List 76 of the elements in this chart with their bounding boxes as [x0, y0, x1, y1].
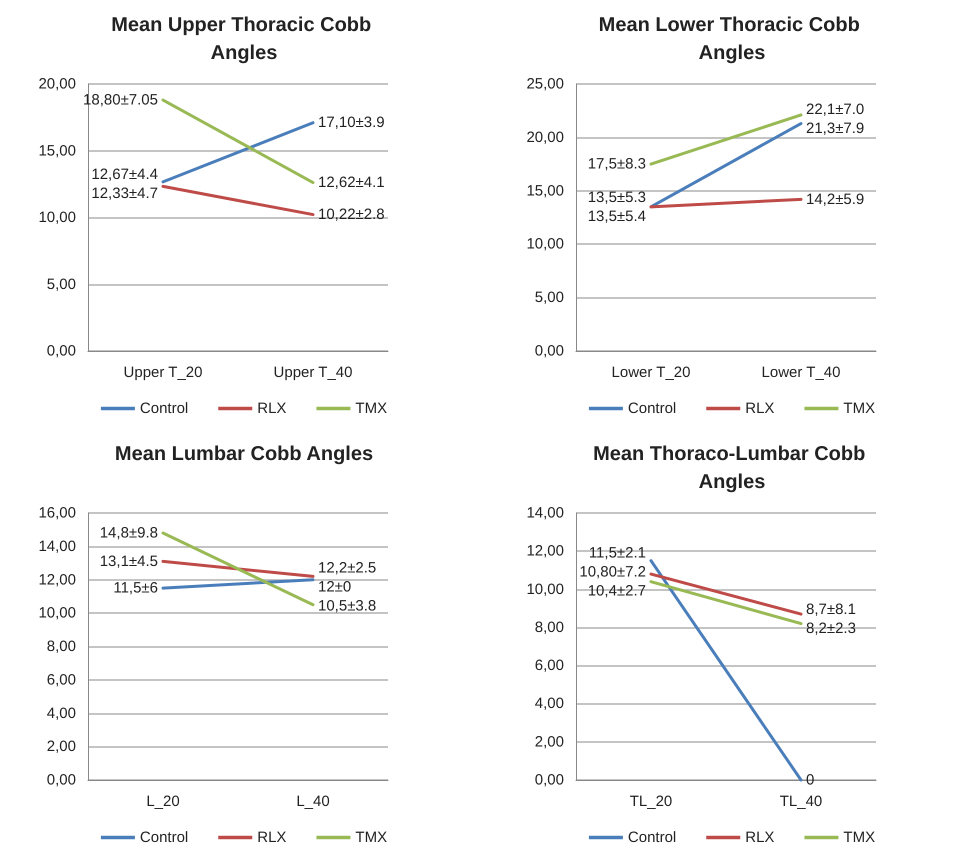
- x-tick-label: Upper T_20: [124, 364, 202, 381]
- x-tick-label: TL_20: [630, 793, 672, 810]
- chart-title: Mean Lumbar Cobb Angles: [114, 443, 374, 465]
- x-tick-label: Upper T_40: [274, 364, 352, 381]
- y-tick-label: 15,00: [38, 142, 76, 160]
- data-label: 12,62±4.1: [318, 174, 385, 192]
- data-label: 12±0: [318, 578, 352, 596]
- legend-label: TMX: [355, 829, 388, 846]
- x-tick-label: Lower T_40: [762, 364, 840, 381]
- x-tick-label: TL_40: [780, 793, 822, 810]
- chart-title: Mean Thoraco-Lumbar Cobb Angles: [593, 443, 871, 493]
- legend-label: TMX: [355, 400, 388, 417]
- data-label: 11,5±2.1: [588, 544, 646, 562]
- x-tick-label: Lower T_20: [612, 364, 690, 381]
- data-label: 22,1±7.0: [806, 101, 864, 118]
- y-tick-label: 20,00: [526, 128, 564, 146]
- x-tick-label: L_40: [296, 793, 330, 810]
- y-tick-label: 10,00: [526, 236, 564, 253]
- legend-label: Control: [628, 829, 676, 846]
- y-tick-label: 12,00: [526, 542, 564, 560]
- y-tick-label: 2,00: [534, 733, 564, 750]
- y-tick-label: 20,00: [38, 76, 76, 92]
- y-tick-label: 14,00: [38, 538, 76, 555]
- data-label: 14,8±9.8: [100, 524, 158, 542]
- y-tick-label: 10,00: [38, 604, 76, 622]
- data-label: 17,5±8.3: [588, 156, 646, 173]
- legend-label: RLX: [745, 829, 774, 846]
- y-tick-label: 5,00: [46, 276, 76, 293]
- y-tick-label: 0,00: [46, 342, 76, 360]
- y-tick-label: 5,00: [534, 289, 564, 306]
- data-label: 13,1±4.5: [100, 552, 158, 570]
- data-label: 12,67±4.4: [91, 166, 158, 184]
- y-tick-label: 16,00: [38, 504, 76, 522]
- y-tick-label: 25,00: [526, 76, 564, 92]
- y-tick-label: 8,00: [46, 638, 76, 655]
- y-tick-label: 2,00: [46, 738, 76, 756]
- y-tick-label: 4,00: [534, 695, 564, 712]
- y-tick-label: 12,00: [38, 571, 76, 588]
- data-label: 21,3±7.9: [806, 120, 864, 138]
- y-tick-label: 4,00: [46, 704, 76, 722]
- data-label: 0: [806, 772, 814, 788]
- data-label: 13,5±5.4: [588, 208, 646, 225]
- legend-label: TMX: [843, 400, 876, 417]
- data-label: 10,5±3.8: [318, 597, 376, 614]
- y-tick-label: 0,00: [534, 342, 564, 360]
- y-tick-label: 15,00: [526, 182, 564, 200]
- data-label: 17,10±3.9: [318, 114, 385, 132]
- data-label: 10,4±2.7: [588, 582, 646, 600]
- data-label: 13,5±5.3: [588, 188, 646, 206]
- data-label: 18,80±7.05: [83, 92, 158, 109]
- y-tick-label: 10,00: [526, 580, 564, 598]
- x-tick-label: L_20: [146, 793, 180, 810]
- chart-title: Mean Lower Thoracic Cobb Angles: [598, 14, 866, 64]
- data-label: 10,22±2.8: [318, 206, 385, 224]
- y-tick-label: 0,00: [534, 772, 564, 788]
- data-label: 12,33±4.7: [91, 185, 158, 202]
- data-label: 11,5±6: [113, 580, 158, 597]
- legend-label: TMX: [843, 829, 876, 846]
- data-label: 14,2±5.9: [806, 190, 864, 208]
- legend-label: RLX: [257, 829, 286, 846]
- y-tick-label: 0,00: [46, 772, 76, 788]
- legend-label: Control: [140, 829, 188, 846]
- y-tick-label: 6,00: [534, 657, 564, 674]
- data-label: 8,7±8.1: [806, 600, 856, 618]
- data-label: 10,80±7.2: [579, 564, 646, 581]
- legend-label: Control: [140, 400, 188, 417]
- data-label: 8,2±2.3: [806, 620, 856, 637]
- legend-label: RLX: [745, 400, 774, 417]
- y-tick-label: 10,00: [38, 209, 76, 226]
- data-label: 12,2±2.5: [318, 559, 376, 576]
- y-tick-label: 14,00: [526, 504, 564, 522]
- y-tick-label: 8,00: [534, 618, 564, 636]
- y-tick-label: 6,00: [46, 671, 76, 688]
- chart-title: Mean Upper Thoracic Cobb Angles: [111, 14, 377, 64]
- legend-label: Control: [628, 400, 676, 417]
- legend-label: RLX: [257, 400, 286, 417]
